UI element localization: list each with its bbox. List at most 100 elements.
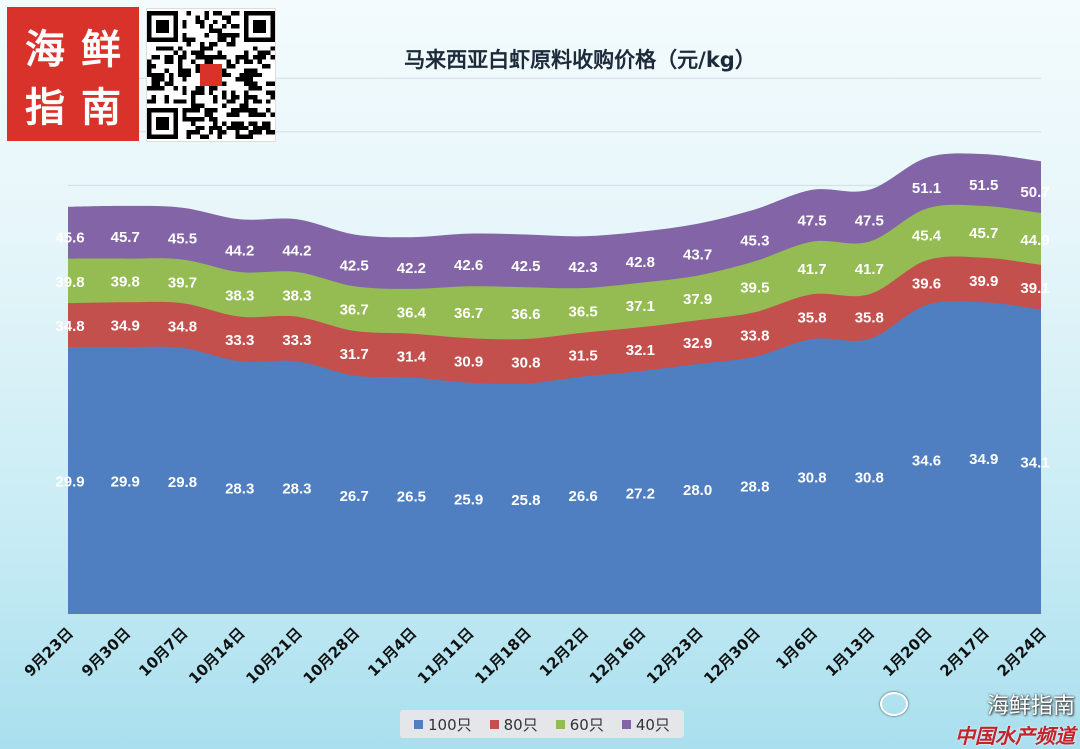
data-label: 26.7 [340, 488, 369, 505]
data-label: 47.5 [797, 213, 826, 230]
data-label: 32.9 [683, 335, 712, 352]
data-label: 28.0 [683, 482, 712, 499]
area-series-0 [68, 301, 1041, 614]
x-tick-label: 9月23日 [21, 624, 77, 680]
data-label: 36.7 [340, 302, 369, 319]
data-label: 28.8 [740, 478, 769, 495]
legend-swatch [489, 719, 499, 729]
data-label: 36.6 [511, 306, 540, 323]
data-label: 34.8 [168, 319, 197, 336]
wechat-icon [880, 692, 908, 716]
data-label: 29.8 [168, 474, 197, 491]
legend-item-80[interactable]: 80只 [489, 714, 538, 735]
data-label: 39.6 [912, 276, 941, 293]
data-label: 34.8 [55, 318, 84, 335]
data-label: 28.3 [225, 481, 254, 498]
logo-char: 鲜 [81, 27, 121, 73]
data-label: 31.7 [340, 346, 369, 363]
x-tick-label: 12月16日 [586, 624, 649, 687]
data-label: 45.3 [740, 232, 769, 249]
logo-char: 南 [81, 85, 121, 131]
data-label: 38.3 [282, 287, 311, 304]
data-label: 35.8 [797, 310, 826, 327]
data-label: 45.4 [912, 228, 942, 245]
data-label: 34.1 [1020, 455, 1049, 472]
data-label: 39.9 [969, 273, 998, 290]
data-label: 26.6 [569, 488, 598, 505]
data-label: 29.9 [111, 474, 140, 491]
data-label: 51.1 [912, 180, 941, 197]
legend-label: 40只 [635, 715, 670, 734]
data-label: 43.7 [683, 247, 712, 264]
legend-item-60[interactable]: 60只 [555, 714, 604, 735]
x-tick-label: 1月13日 [822, 624, 878, 680]
data-label: 44.2 [225, 243, 254, 260]
data-label: 34.6 [912, 453, 941, 470]
data-label: 25.8 [511, 492, 540, 509]
legend-item-40[interactable]: 40只 [621, 714, 670, 735]
series-areas [68, 153, 1041, 615]
watermark-channel: 中国水产频道 [955, 724, 1075, 748]
x-tick-label: 10月14日 [185, 624, 248, 687]
legend: 100只 80只 60只 40只 [400, 710, 684, 738]
x-tick-label: 1月20日 [879, 624, 935, 680]
data-label: 39.1 [1020, 280, 1049, 297]
x-tick-label: 12月23日 [643, 624, 706, 687]
watermark: 海鲜指南 中国水产频道 [905, 688, 1075, 749]
qr-code-icon [146, 8, 276, 142]
x-tick-label: 2月24日 [994, 624, 1050, 680]
data-label: 35.8 [855, 310, 884, 327]
data-label: 39.8 [55, 274, 84, 291]
legend-swatch [414, 719, 423, 729]
data-label: 26.5 [397, 489, 426, 506]
data-label: 36.4 [397, 304, 427, 321]
data-label: 30.9 [454, 353, 483, 370]
x-tick-label: 1月6日 [772, 624, 821, 673]
data-label: 33.8 [740, 328, 769, 345]
data-label: 37.1 [626, 298, 655, 315]
data-label: 44.9 [1020, 232, 1049, 249]
data-label: 44.2 [282, 243, 311, 260]
data-label: 42.3 [569, 259, 598, 276]
data-label: 45.5 [168, 231, 197, 248]
chart-title: 马来西亚白虾原料收购价格（元/kg） [404, 48, 756, 72]
legend-label: 80只 [503, 715, 538, 734]
data-label: 45.6 [55, 230, 84, 247]
data-label: 34.9 [969, 451, 998, 468]
data-label: 42.5 [511, 258, 540, 275]
data-label: 39.7 [168, 274, 197, 291]
data-label: 30.8 [797, 470, 826, 487]
data-labels: 29.9 29.9 29.8 28.3 28.3 26.7 26.5 25.9 25.8 26.6… [55, 177, 1049, 509]
data-label: 31.5 [569, 348, 598, 365]
data-label: 45.7 [111, 229, 140, 246]
data-label: 33.3 [225, 332, 254, 349]
x-tick-label: 9月30日 [78, 624, 134, 680]
legend-swatch [621, 719, 631, 729]
data-label: 42.8 [626, 254, 655, 271]
x-tick-label: 2月17日 [937, 624, 993, 680]
data-label: 27.2 [626, 486, 655, 503]
data-label: 30.8 [855, 470, 884, 487]
legend-item-100[interactable]: 100只 [414, 714, 472, 735]
x-tick-label: 12月2日 [536, 624, 592, 680]
data-label: 29.9 [55, 474, 84, 491]
logo-char: 海 [25, 27, 65, 73]
data-label: 30.8 [511, 354, 540, 371]
data-label: 37.9 [683, 291, 712, 308]
data-label: 42.2 [397, 260, 426, 277]
data-label: 42.5 [340, 257, 369, 274]
data-label: 38.3 [225, 287, 254, 304]
watermark-brand: 海鲜指南 [986, 694, 1075, 719]
data-label: 28.3 [282, 481, 311, 498]
legend-swatch [555, 719, 565, 729]
legend-label: 60只 [569, 715, 604, 734]
x-tick-label: 10月28日 [300, 624, 363, 687]
data-label: 50.7 [1020, 184, 1049, 201]
x-tick-label: 11月11日 [414, 624, 477, 687]
data-label: 25.9 [454, 491, 483, 508]
x-tick-label: 11月4日 [364, 624, 420, 680]
brand-logo: 海 鲜 指 南 [7, 7, 139, 141]
data-label: 41.7 [797, 261, 826, 278]
